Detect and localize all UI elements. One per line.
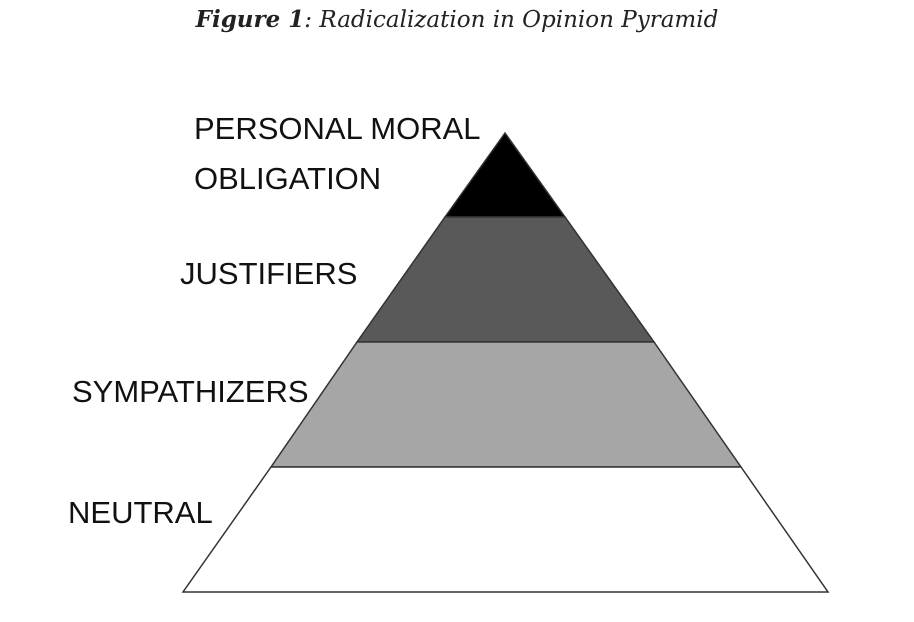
figure-caption: Figure 1: Radicalization in Opinion Pyra… [0,4,914,36]
label-personal-moral-obligation: PERSONAL MORAL OBLIGATION [194,104,481,204]
label-line: JUSTIFIERS [180,256,358,291]
pyramid-tier-neutral [181,466,830,593]
pyramid-tier-justifiers [355,216,656,343]
caption-separator: : [304,7,313,33]
label-line: PERSONAL MORAL [194,111,481,146]
label-justifiers: JUSTIFIERS [180,249,357,299]
label-line: OBLIGATION [194,161,382,196]
label-sympathizers: SYMPATHIZERS [72,367,309,417]
figure-title: Radicalization in Opinion Pyramid [319,7,719,33]
figure-number: Figure 1 [195,6,305,33]
pyramid-tier-sympathizers [269,341,743,468]
label-neutral: NEUTRAL [68,488,213,538]
label-line: SYMPATHIZERS [72,374,309,409]
label-line: NEUTRAL [68,495,213,530]
